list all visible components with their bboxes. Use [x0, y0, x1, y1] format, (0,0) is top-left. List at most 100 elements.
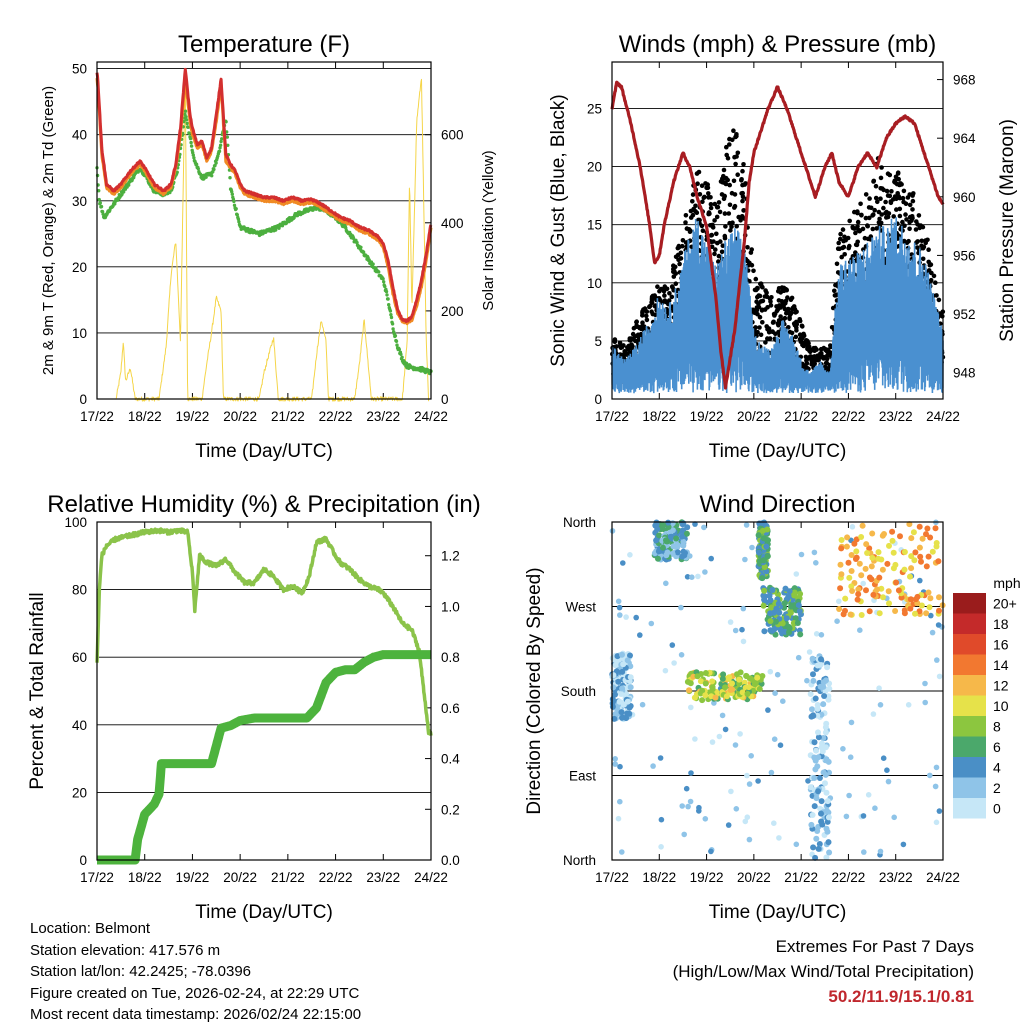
gust-point: [712, 201, 718, 207]
direction-point: [732, 627, 739, 634]
gust-point: [757, 293, 763, 299]
gust-point: [917, 225, 922, 231]
y-tick-label: 0: [79, 853, 87, 868]
gust-point: [716, 259, 721, 264]
gust-point: [828, 344, 833, 350]
direction-point: [658, 816, 665, 823]
gust-point: [700, 228, 706, 233]
direction-point: [811, 754, 818, 761]
direction-point: [911, 557, 918, 564]
direction-point: [846, 574, 853, 581]
gust-point: [706, 210, 712, 215]
y-tick-label: 30: [72, 194, 87, 209]
direction-point: [612, 662, 619, 669]
direction-point: [619, 685, 626, 692]
gust-point: [773, 331, 778, 337]
dewpoint-point: [97, 189, 101, 193]
gust-point: [871, 179, 876, 184]
gust-point: [660, 300, 665, 306]
direction-point: [844, 534, 851, 541]
x-tick-label: 19/22: [690, 870, 724, 885]
direction-point: [825, 839, 832, 846]
dewpoint-point: [220, 137, 224, 141]
direction-point: [617, 763, 623, 770]
direction-point: [897, 533, 903, 540]
gust-point: [727, 136, 732, 142]
gust-point: [747, 260, 752, 266]
x-tick-label: 22/22: [832, 870, 866, 885]
direction-point: [627, 552, 633, 558]
direction-point: [858, 534, 865, 540]
direction-point: [746, 836, 753, 843]
gust-point: [662, 293, 667, 298]
gust-point: [805, 338, 810, 344]
humidity-line: [95, 527, 433, 736]
gust-point: [842, 252, 847, 257]
gust-point: [700, 199, 705, 205]
direction-point: [679, 521, 686, 528]
direction-point: [849, 524, 856, 530]
direction-point: [654, 526, 661, 533]
direction-point: [875, 549, 882, 556]
gust-point: [821, 354, 826, 360]
dewpoint-point: [184, 118, 189, 122]
gust-point: [740, 168, 745, 174]
x-tick-label: 17/22: [80, 870, 114, 885]
gust-point: [768, 303, 774, 308]
gust-point: [883, 199, 888, 205]
legend-label: 12: [993, 677, 1009, 693]
direction-point: [775, 600, 782, 607]
direction-point: [818, 656, 824, 663]
gust-point: [715, 240, 720, 246]
dewpoint-point: [393, 334, 398, 338]
direction-point: [884, 767, 890, 773]
gust-point: [865, 223, 870, 229]
direction-point: [880, 594, 886, 601]
legend-label: 2: [993, 780, 1001, 796]
direction-point: [702, 816, 709, 822]
gust-point: [694, 210, 700, 215]
gust-point: [777, 321, 782, 326]
direction-point: [765, 707, 771, 713]
gust-point: [838, 231, 843, 237]
gust-point: [622, 352, 627, 358]
direction-point: [755, 778, 761, 784]
gust-point: [903, 212, 908, 217]
gust-point: [928, 262, 934, 267]
gust-point: [872, 207, 877, 213]
gust-point: [784, 287, 789, 293]
gust-point: [770, 320, 776, 325]
direction-point: [843, 543, 850, 550]
x-axis-label: Time (Day/UTC): [709, 441, 847, 462]
direction-point: [760, 602, 767, 609]
dewpoint-point: [390, 322, 395, 326]
direction-point: [840, 746, 846, 752]
direction-point: [792, 615, 799, 622]
gust-point: [895, 171, 901, 176]
gust-point: [900, 195, 906, 201]
direction-point: [854, 596, 861, 603]
direction-point: [870, 711, 877, 717]
dewpoint-point: [397, 347, 401, 352]
direction-point: [926, 604, 933, 611]
direction-point: [624, 698, 631, 705]
direction-point: [923, 531, 929, 538]
gust-point: [630, 331, 636, 337]
direction-point: [901, 549, 908, 555]
dewpoint-point: [175, 170, 179, 174]
extremes-title: Extremes For Past 7 Days: [775, 937, 974, 956]
y-axis-label: Percent & Total Rainfall: [27, 592, 48, 789]
gust-point: [731, 128, 736, 133]
gust-point: [671, 269, 676, 275]
y-tick-label: 40: [72, 718, 87, 733]
dewpoint-point: [212, 167, 216, 172]
gust-point: [862, 235, 868, 241]
direction-point: [936, 594, 942, 601]
gust-point: [873, 183, 879, 189]
direction-point: [910, 529, 917, 536]
gust-point: [728, 228, 733, 233]
direction-point: [782, 600, 788, 606]
direction-point: [743, 522, 750, 528]
direction-point: [660, 522, 667, 529]
dewpoint-point: [388, 309, 393, 313]
